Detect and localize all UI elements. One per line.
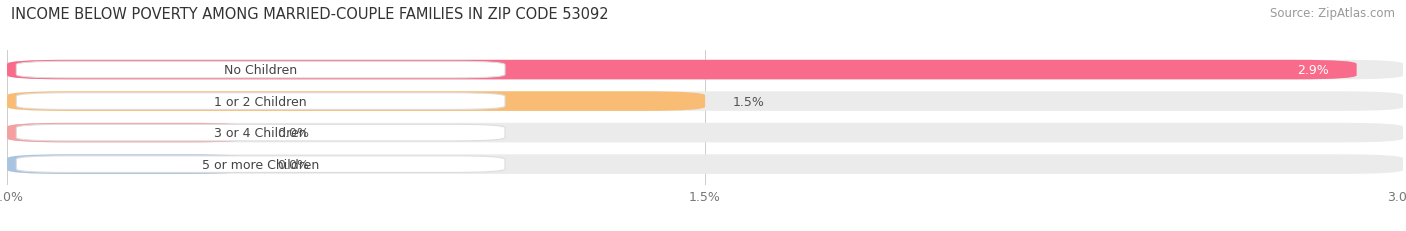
FancyBboxPatch shape [7,155,1403,174]
Text: 0.0%: 0.0% [277,127,309,140]
FancyBboxPatch shape [17,125,505,141]
Text: Source: ZipAtlas.com: Source: ZipAtlas.com [1270,7,1395,20]
Text: 1.5%: 1.5% [733,95,765,108]
FancyBboxPatch shape [17,93,505,110]
FancyBboxPatch shape [17,156,505,173]
Text: 2.9%: 2.9% [1296,64,1329,77]
FancyBboxPatch shape [7,123,1403,143]
FancyBboxPatch shape [7,61,1357,80]
Text: 5 or more Children: 5 or more Children [202,158,319,171]
Text: INCOME BELOW POVERTY AMONG MARRIED-COUPLE FAMILIES IN ZIP CODE 53092: INCOME BELOW POVERTY AMONG MARRIED-COUPL… [11,7,609,22]
Text: No Children: No Children [224,64,297,77]
FancyBboxPatch shape [7,92,706,111]
Text: 3 or 4 Children: 3 or 4 Children [214,127,307,140]
FancyBboxPatch shape [17,62,505,79]
FancyBboxPatch shape [7,123,249,143]
Text: 1 or 2 Children: 1 or 2 Children [214,95,307,108]
FancyBboxPatch shape [7,61,1403,80]
FancyBboxPatch shape [7,92,1403,111]
FancyBboxPatch shape [7,155,249,174]
Text: 0.0%: 0.0% [277,158,309,171]
